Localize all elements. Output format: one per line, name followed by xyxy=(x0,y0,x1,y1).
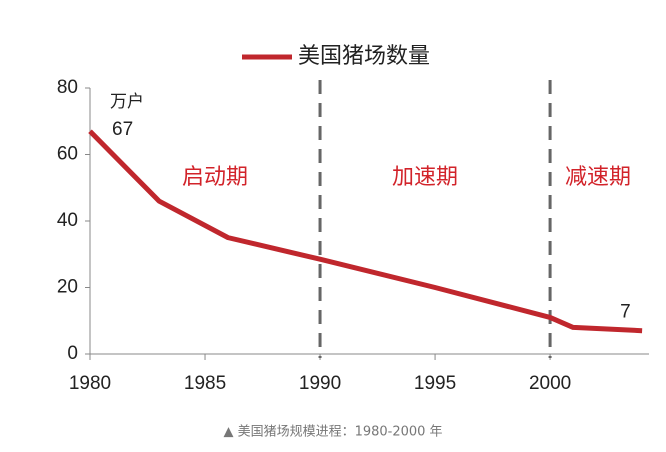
phase-label: 加速期 xyxy=(392,165,458,190)
y-tick-label: 0 xyxy=(67,343,78,364)
y-tick-label: 60 xyxy=(57,144,78,165)
x-tick-label: 1985 xyxy=(184,373,226,394)
y-tick-label: 80 xyxy=(57,77,78,98)
legend-label: 美国猪场数量 xyxy=(298,44,430,69)
x-tick-label: 1995 xyxy=(414,373,456,394)
y-tick-label: 20 xyxy=(57,277,78,298)
phase-label: 启动期 xyxy=(182,165,248,190)
unit-label: 万户 xyxy=(110,92,144,112)
data-line xyxy=(88,129,643,334)
x-tick-label: 1980 xyxy=(69,373,111,394)
phase-label: 减速期 xyxy=(565,165,631,190)
value-label: 7 xyxy=(620,302,631,323)
x-tick-label: 2000 xyxy=(529,373,571,394)
x-tick-label: 1990 xyxy=(299,373,341,394)
y-tick-label: 40 xyxy=(57,210,78,231)
caption: ▲ 美国猪场规模进程：1980-2000 年 xyxy=(223,425,442,440)
value-label: 67 xyxy=(112,119,133,140)
